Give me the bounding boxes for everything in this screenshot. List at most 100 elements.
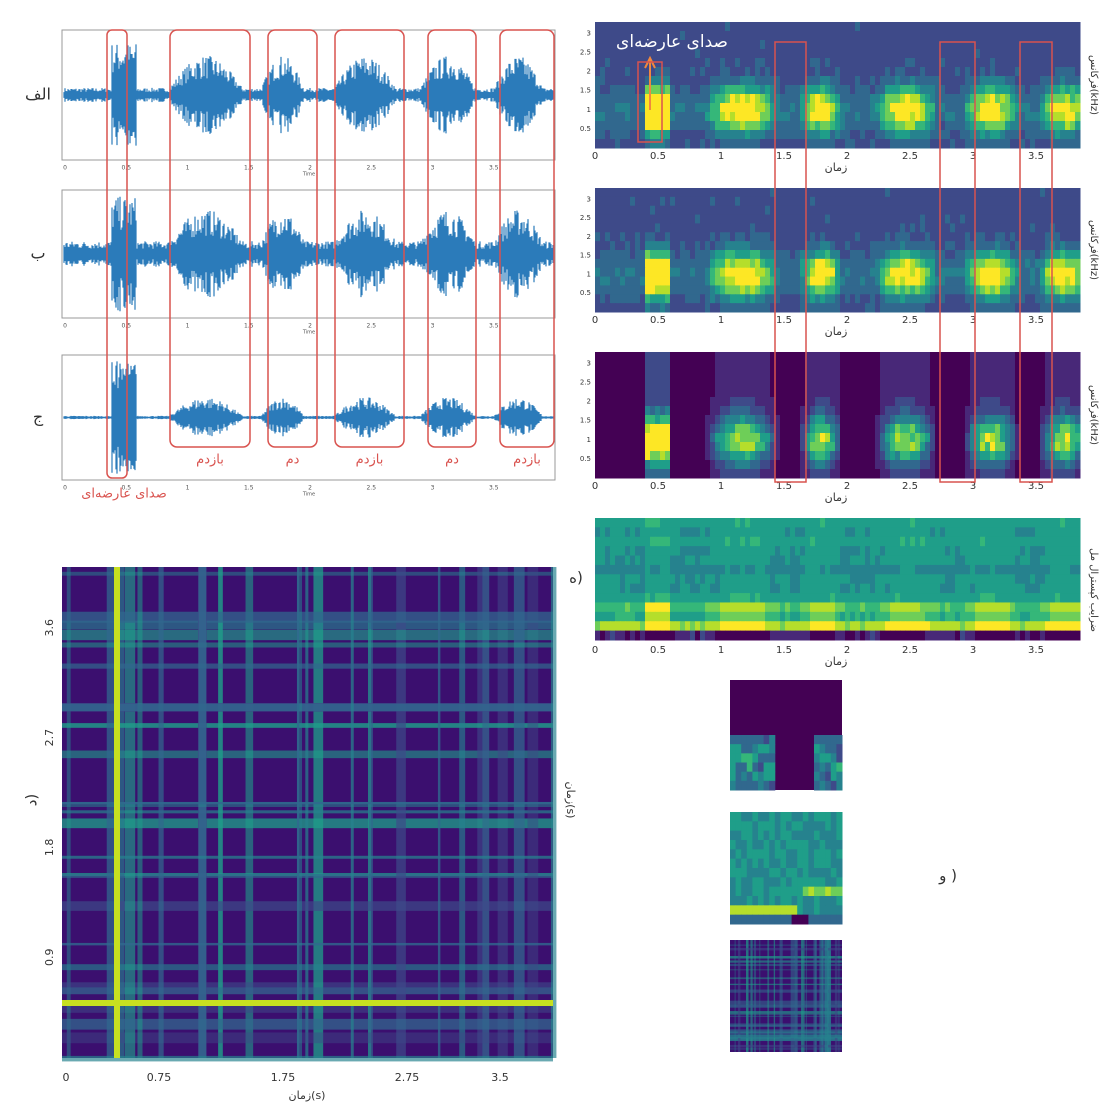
spectrogram-cell <box>865 31 871 41</box>
mfcc-cell <box>765 584 771 594</box>
spectrogram-cell <box>980 379 986 389</box>
spectrogram-cell <box>1065 40 1071 50</box>
mfcc-cell <box>765 546 771 556</box>
spectrogram-cell <box>740 388 746 398</box>
mfcc-cell <box>605 527 611 537</box>
spectrogram-cell <box>905 197 911 206</box>
mfcc-cell <box>835 574 841 584</box>
spectrogram-cell <box>635 415 641 425</box>
spectrogram-cell <box>635 361 641 371</box>
spectrogram-cell <box>1035 215 1041 224</box>
spectrogram-cell <box>865 130 871 140</box>
spectrogram-cell <box>870 469 876 479</box>
spectrogram-cell <box>705 241 711 250</box>
mfcc-cell <box>910 574 916 584</box>
spectrogram-cell <box>990 415 996 425</box>
spectrogram-cell <box>985 241 991 250</box>
spectrogram-cell <box>660 388 666 398</box>
spectrogram-cell <box>610 303 616 312</box>
spectrogram-cell <box>1065 294 1071 303</box>
mfcc-cell <box>1025 527 1031 537</box>
spectrogram-cell <box>955 103 961 113</box>
mfcc-cell <box>890 574 896 584</box>
spectrogram-cell <box>855 460 861 470</box>
spectrogram-cell <box>880 103 886 113</box>
spectrogram-cell <box>910 67 916 77</box>
spectrogram-cell <box>775 76 781 86</box>
spectrogram-cell <box>990 67 996 77</box>
spectrogram-cell <box>625 469 631 479</box>
spectrogram-cell <box>750 388 756 398</box>
spectrogram-cell <box>725 268 731 277</box>
mfcc-cell <box>595 584 601 594</box>
spectrogram-cell <box>815 241 821 250</box>
spectrogram-cell <box>1075 58 1081 68</box>
spectrogram-cell <box>785 277 791 286</box>
spectrogram-cell <box>1010 188 1016 197</box>
spectrogram-cell <box>1040 285 1046 294</box>
spectrogram-cell <box>1070 442 1076 452</box>
mfcc-cell <box>1045 556 1051 566</box>
spectrogram-cell <box>690 232 696 241</box>
spectrogram-cell <box>820 206 826 215</box>
spectrogram-cell <box>620 388 626 398</box>
mfcc-cell <box>970 556 976 566</box>
spectrogram-cell <box>840 112 846 122</box>
spectrogram-cell <box>1075 188 1081 197</box>
spectrogram-cell <box>605 112 611 122</box>
spectrogram-cell <box>785 259 791 268</box>
spectrogram-cell <box>630 232 636 241</box>
mfcc-cell <box>790 527 796 537</box>
spectrogram-cell <box>1000 379 1006 389</box>
spectrogram-cell <box>895 94 901 104</box>
mfcc-cell <box>1020 556 1026 566</box>
segment-label: بازدم <box>196 453 224 468</box>
spectrogram-cell <box>725 206 731 215</box>
spectrogram-cell <box>695 130 701 140</box>
mfcc-cell <box>780 593 786 603</box>
spectrogram-cell <box>925 424 931 434</box>
spectrogram-cell <box>895 49 901 59</box>
mfcc-cell <box>905 556 911 566</box>
spectrogram-cell <box>810 67 816 77</box>
mfcc-cell <box>880 537 886 547</box>
spectrogram-cell <box>755 112 761 122</box>
spectrogram-cell <box>815 103 821 113</box>
mfcc-cell <box>955 556 961 566</box>
spectrogram-cell <box>780 85 786 95</box>
spectrogram-cell <box>960 352 966 362</box>
spectrogram-cell <box>1070 388 1076 398</box>
spectrogram-cell <box>755 139 761 149</box>
spectrogram-cell <box>1005 277 1011 286</box>
spectrogram-cell <box>705 22 711 32</box>
spectrogram-cell <box>660 241 666 250</box>
spectrogram-cell <box>950 76 956 86</box>
spectrogram-cell <box>1070 433 1076 443</box>
spectrogram-cell <box>1055 139 1061 149</box>
spectrogram-cell <box>745 232 751 241</box>
spectrogram-cell <box>945 406 951 416</box>
spectrogram-cell <box>1025 241 1031 250</box>
spectrogram-cell <box>655 85 661 95</box>
spectrogram-cell <box>955 112 961 122</box>
spectrogram-cell <box>855 361 861 371</box>
spectrogram-cell <box>890 250 896 259</box>
spectrogram-cell <box>845 388 851 398</box>
mfcc-cell <box>885 556 891 566</box>
spectrogram-cell <box>815 188 821 197</box>
spectrogram-cell <box>695 241 701 250</box>
spectrogram-cell <box>715 370 721 380</box>
spectrogram-cell <box>900 397 906 407</box>
spectrogram-cell <box>620 94 626 104</box>
spectrogram-cell <box>1010 424 1016 434</box>
spectrogram-cell <box>715 294 721 303</box>
spectrogram-cell <box>890 94 896 104</box>
mfcc-cell <box>795 565 801 575</box>
spectrogram-cell <box>1035 250 1041 259</box>
spectrogram-cell <box>750 223 756 232</box>
mfcc-cell <box>985 584 991 594</box>
spectrogram-cell <box>1075 442 1081 452</box>
x-tick-label: 0 <box>592 481 598 492</box>
spectrogram-cell <box>1000 67 1006 77</box>
spectrogram-cell <box>980 388 986 398</box>
